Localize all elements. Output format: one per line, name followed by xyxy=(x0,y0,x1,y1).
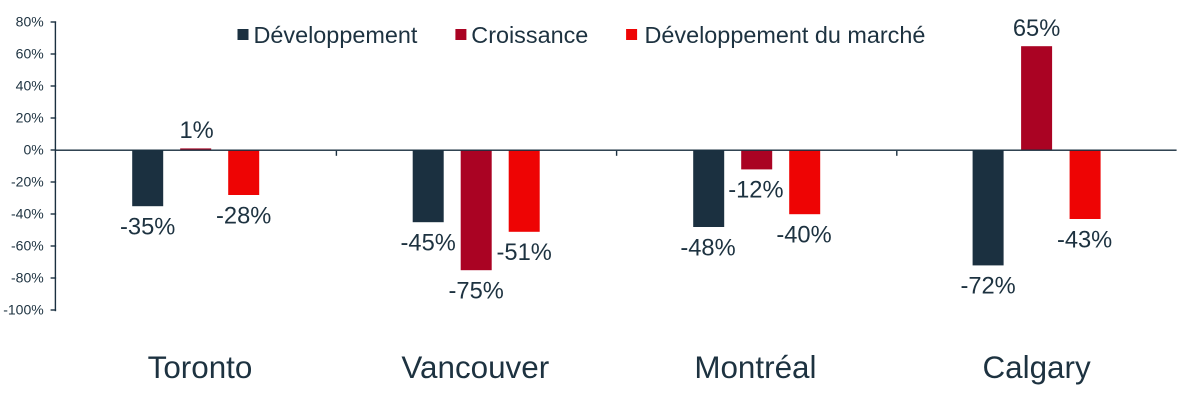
svg-text:-40%: -40% xyxy=(776,223,831,249)
svg-text:Montréal: Montréal xyxy=(694,350,816,385)
svg-text:Croissance: Croissance xyxy=(471,22,588,48)
svg-text:-60%: -60% xyxy=(11,238,44,254)
svg-text:20%: 20% xyxy=(16,110,44,126)
svg-text:1%: 1% xyxy=(179,118,213,144)
svg-text:-48%: -48% xyxy=(680,235,735,261)
svg-text:80%: 80% xyxy=(16,14,44,30)
svg-text:-80%: -80% xyxy=(11,270,44,286)
svg-text:-40%: -40% xyxy=(11,206,44,222)
svg-text:-51%: -51% xyxy=(497,240,552,266)
svg-text:-43%: -43% xyxy=(1057,227,1112,253)
svg-text:-35%: -35% xyxy=(120,215,175,241)
svg-text:-72%: -72% xyxy=(960,274,1015,300)
svg-text:Toronto: Toronto xyxy=(148,350,253,385)
svg-text:-20%: -20% xyxy=(11,174,44,190)
svg-text:Développement du marché: Développement du marché xyxy=(645,22,926,48)
svg-text:Vancouver: Vancouver xyxy=(401,350,549,385)
svg-text:60%: 60% xyxy=(16,46,44,62)
svg-text:-45%: -45% xyxy=(401,231,456,257)
svg-text:-12%: -12% xyxy=(728,178,783,204)
svg-text:0%: 0% xyxy=(23,142,43,158)
svg-text:Calgary: Calgary xyxy=(983,350,1091,385)
svg-text:65%: 65% xyxy=(1013,16,1060,42)
svg-text:-28%: -28% xyxy=(216,203,271,229)
svg-text:Développement: Développement xyxy=(254,22,418,48)
svg-text:-100%: -100% xyxy=(3,302,43,318)
svg-text:-75%: -75% xyxy=(449,279,504,305)
svg-text:40%: 40% xyxy=(16,78,44,94)
